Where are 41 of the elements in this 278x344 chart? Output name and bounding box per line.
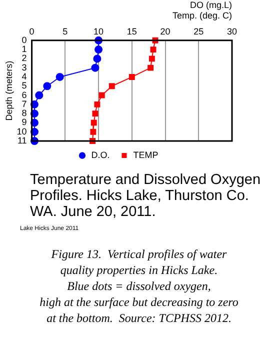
x-tick-label: 20 — [160, 26, 170, 36]
caption: Figure 13. Vertical profiles of water quality properties in Hicks Lake. Blue dots = dissolved oxygen, high at the surface but decreasing to zero at the bottom. Source: TCPHSS 2012. — [38, 246, 240, 326]
x-axis-title: DO (mg.L) Temp. (deg. C) — [172, 0, 232, 21]
y-tick-label: 3 — [22, 62, 27, 72]
legend-label: TEMP — [133, 150, 158, 160]
point — [90, 120, 97, 126]
y-tick-label: 11 — [17, 135, 27, 146]
y-tick-label: 5 — [22, 80, 27, 91]
point — [150, 46, 156, 53]
y-tick-label: 10 — [16, 126, 27, 136]
point — [94, 46, 103, 54]
y-tick-label: 6 — [22, 90, 27, 100]
point — [98, 92, 105, 98]
legend-label: D.O. — [91, 150, 110, 160]
y-tick-label: 4 — [22, 71, 27, 82]
point — [93, 54, 102, 63]
y-tick-label: 1 — [22, 44, 27, 54]
y-tick-label: 8 — [22, 108, 27, 118]
y-tick-label: 7 — [22, 98, 27, 109]
point — [56, 72, 64, 81]
point — [90, 128, 96, 135]
x-tick-label: 30 — [226, 26, 238, 36]
x-tick-label: 5 — [62, 26, 68, 36]
point — [108, 83, 115, 90]
y-tick-label: 2 — [22, 53, 27, 64]
x-tick-label: 10 — [94, 26, 104, 36]
point — [148, 64, 154, 71]
x-tick-label: 0 — [29, 26, 34, 36]
point — [94, 101, 100, 108]
x-tick-label: 15 — [126, 26, 137, 36]
point — [35, 91, 44, 100]
point — [92, 110, 98, 117]
y-tick-label: 0 — [22, 34, 27, 45]
point — [43, 82, 52, 90]
text: Temperature and Dissolved Oxygen Profiles. Hicks Lake, Thurston Co. WA. June 20, 2011. — [29, 171, 262, 220]
y-axis-title: Depth (meters) — [4, 60, 14, 121]
point — [128, 74, 135, 80]
y-tick-label: 9 — [22, 117, 27, 128]
x-tick-label: 25 — [194, 26, 204, 36]
point — [91, 64, 100, 72]
point — [148, 56, 155, 62]
